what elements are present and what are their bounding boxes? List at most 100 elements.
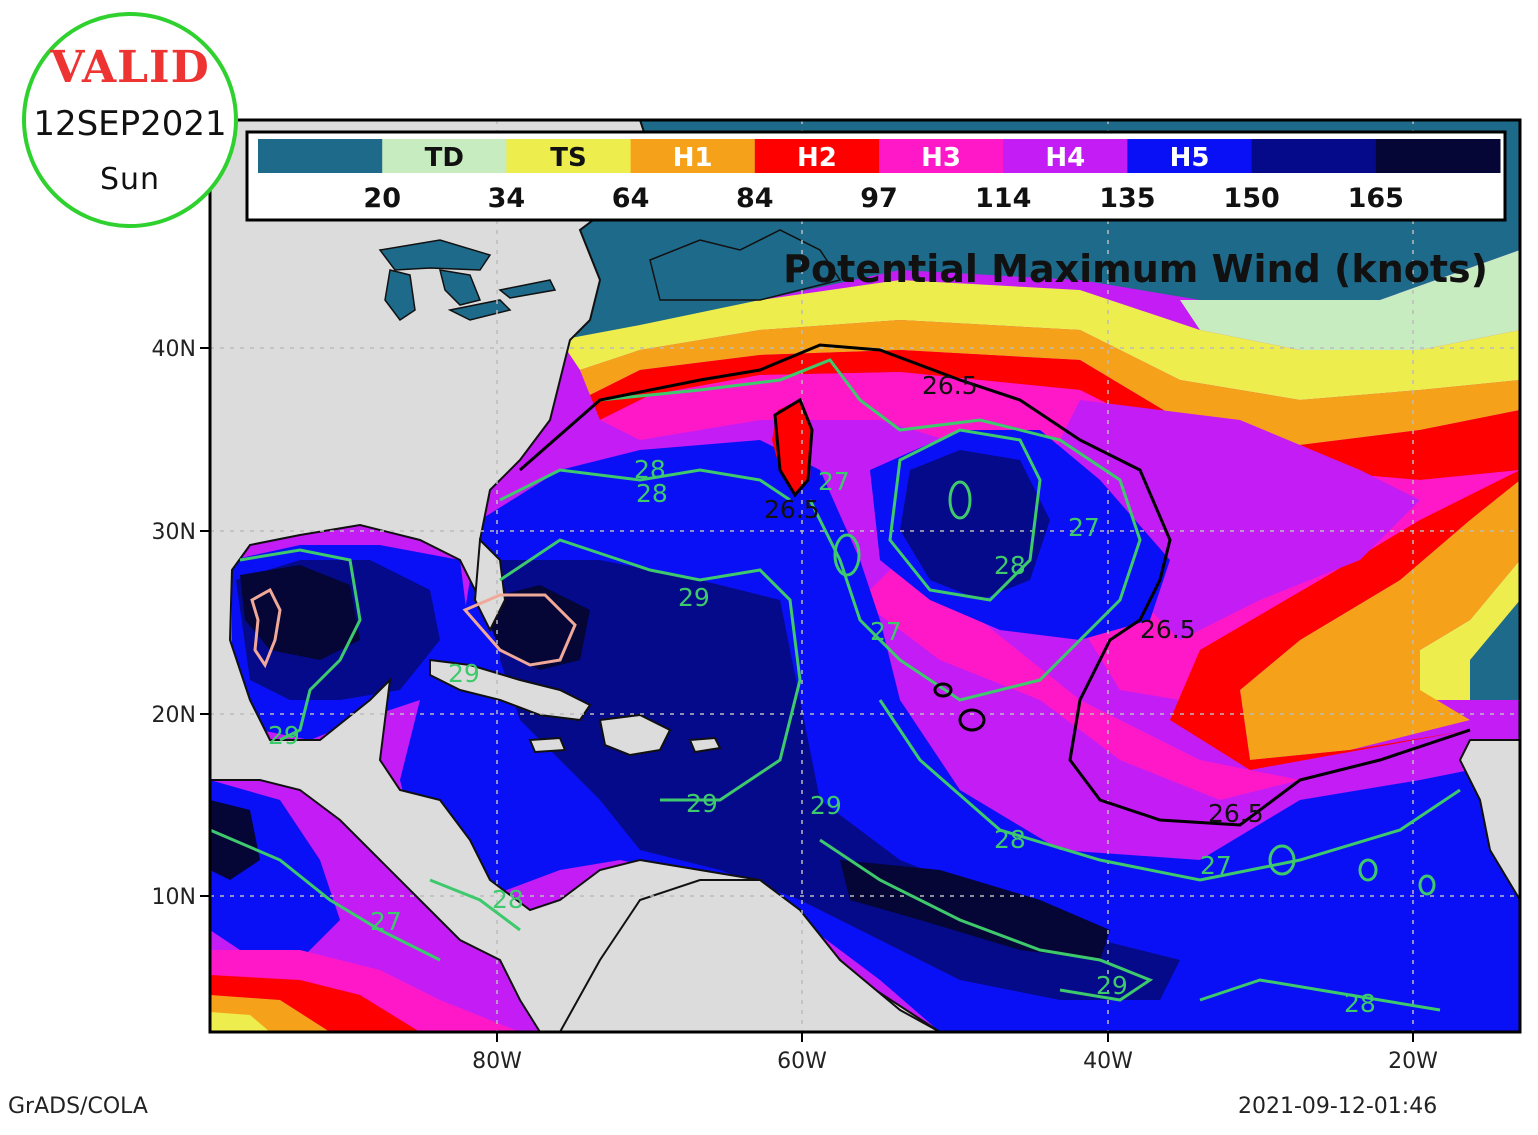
band-east-red [1170,470,1520,770]
contour-28-pacific [429,878,521,932]
sst-contours [210,358,1461,1012]
land-jamaica [528,736,567,754]
contour-27-atl [599,358,1142,702]
colorbar-swatch [506,139,632,173]
lake-huron [438,269,482,306]
colorbar-threshold-label: 165 [1348,183,1404,214]
valid-date-badge: VALID 12SEP2021 Sun [22,12,238,228]
colorbar: TD TS H1 H2 H3 H4 H5 20 34 64 84 97 114 135 150 165 [245,130,1507,222]
contour-28-north [499,468,791,502]
colorbar-swatch [1127,139,1253,173]
colorbar-threshold-label: 34 [488,183,526,214]
lat-labels: 40N 30N 20N 10N [152,337,196,910]
lake-ontario [498,279,557,299]
wind-field [210,120,1520,1032]
land-south-america [558,879,941,1032]
label-28: 28 [636,479,668,508]
label-27: 27 [870,617,902,646]
contour-labels: 26.5 26.5 26.5 26.5 27 27 27 27 27 28 28… [268,371,1376,1018]
label-29: 29 [1096,971,1128,1000]
colorbar-swatch [754,139,880,173]
band-ts [560,280,1520,400]
band-east-orange [1240,480,1520,760]
colorbar-category-label: H5 [1170,143,1210,173]
label-28: 28 [634,455,666,484]
label-29: 29 [678,583,710,612]
label-29: 29 [686,789,718,818]
colorbar-swatch [1375,139,1501,173]
contour-26-5-loop [773,397,814,498]
graticule [210,120,1520,1032]
map-frame [208,118,1522,1034]
contour-27-pacific [210,828,441,962]
label-27: 27 [370,907,402,936]
lat-label-10n: 10N [152,885,196,910]
label-28: 28 [994,825,1026,854]
band-td [1180,250,1520,350]
colorbar-swatch [630,139,756,173]
valid-date: 12SEP2021 [33,104,227,144]
band-east-deep [1470,600,1520,700]
map-title: Potential Maximum Wind (knots) [783,247,1488,291]
label-26-5: 26.5 [1208,799,1264,828]
land-puerto-rico [688,736,722,754]
colorbar-category-label: H4 [1045,143,1085,173]
contour-29-caribbean [499,538,802,802]
label-29: 29 [448,659,480,688]
lake-michigan [384,269,416,322]
colorbar-threshold-label: 64 [612,183,650,214]
lake-superior [378,239,492,271]
label-29: 29 [810,791,842,820]
colorbar-swatch [1003,139,1128,173]
lake-erie [447,299,512,321]
contour-ring-small-3 [1418,874,1436,896]
label-28: 28 [1344,989,1376,1018]
great-lakes [378,239,557,322]
contour-30-gulf [250,587,282,669]
lat-ticks [200,347,210,897]
sst-30-contours [250,587,577,669]
label-29: 29 [268,721,300,750]
contour-28-south [878,699,1461,882]
band-dark-caribbean [500,560,1180,1000]
land-hispaniola [598,713,672,757]
colorbar-swatch [879,139,1004,173]
lon-labels: 80W 60W 40W 20W [472,1049,1438,1074]
valid-label: VALID [50,42,210,93]
band-h1 [580,320,1520,445]
lon-ticks [496,1032,1414,1042]
contour-29-south [819,838,1154,1002]
colorbar-category-label: H3 [921,143,961,173]
contour-ring-small-4 [948,480,972,520]
band-darkest-bahamas [480,585,590,670]
label-26-5: 26.5 [922,371,978,400]
colorbar-category-label: H2 [797,143,837,173]
lon-label-60w: 60W [777,1049,827,1074]
contour-30-bahamas [462,593,577,667]
colorbar-swatch [1251,139,1377,173]
colorbar-category-label: TD [425,143,464,173]
contour-28-far-south [1199,978,1441,1012]
lat-label-30n: 30N [152,520,196,545]
band-pac-ts [210,1012,270,1032]
land-africa [1458,739,1520,902]
colorbar-swatch [382,139,507,173]
colorbar-threshold-label: 114 [975,183,1031,214]
colorbar-category-label: H1 [673,143,713,173]
contour-28-ring [888,428,1042,602]
valid-day: Sun [99,162,161,197]
contour-29-gulf [239,548,362,742]
source-credit: GrADS/COLA [8,1094,148,1119]
timestamp: 2021-09-12-01:46 [1238,1094,1438,1119]
colorbar-threshold-label: 97 [860,183,898,214]
lon-label-80w: 80W [472,1049,522,1074]
lat-label-20n: 20N [152,703,196,728]
lon-label-20w: 20W [1388,1049,1438,1074]
contour-ring-small-2 [1358,858,1378,882]
contour-26-5-ring-b [958,708,986,732]
land-cuba [429,658,592,722]
label-27: 27 [1200,851,1232,880]
label-27: 27 [1068,513,1100,542]
colorbar-swatch [258,139,383,173]
